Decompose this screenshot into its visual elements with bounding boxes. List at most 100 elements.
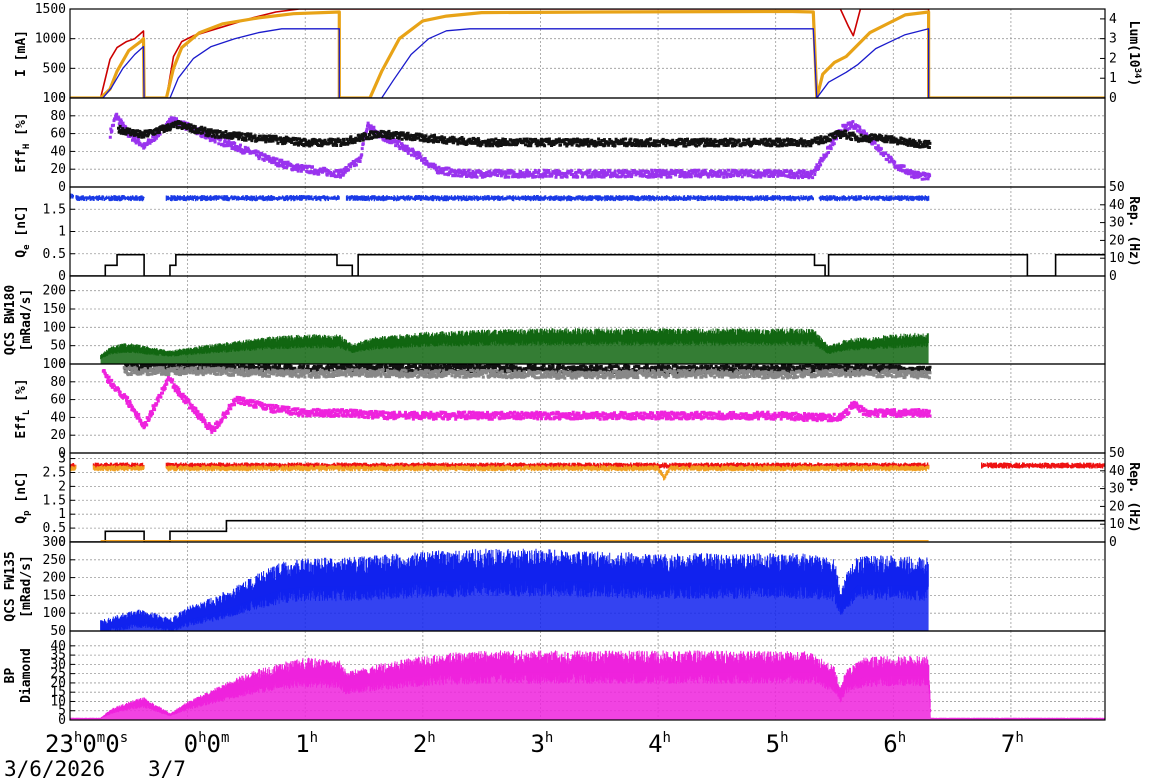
y-tick-label: 100 [43,357,66,372]
y-axis-label-main: QCS BW180 [3,285,18,356]
y-tick-label: 40 [50,639,66,654]
panel-qcs-bw180: 0 50 100 150 200 QCS BW180 [mRad/s] [3,275,1106,372]
x-axis: 23h0m0s 0h0m 1h 2h 3h 4h 5h 6h 7h3/6/2026 3/7 [4,730,1024,781]
y-tick-label: 1000 [35,32,66,47]
y-tick-label: 1.5 [43,202,66,217]
panel-frame [69,630,1106,721]
series-diamond-fill [70,672,1105,720]
y-tick-label: 500 [43,61,66,76]
series-group-charge-p [70,462,1105,542]
panel-charge-e: 0 0.5 1 1.5 0 10 20 30 40 50 Qe [nC] Rep. (Hz) [14,180,1141,284]
y2-axis-label: Rep. (Hz) [1126,196,1141,266]
y2-tick-label: 40 [1109,198,1125,213]
y2-tick-label: 10 [1109,251,1125,266]
panel-eff-l: 0 20 40 60 80 100 EffL [%] [14,357,1106,461]
y-tick-label: 150 [43,588,66,603]
y-tick-label: 1 [58,225,66,240]
series-rep [70,253,1105,276]
y-tick-label: 20 [50,428,66,443]
y-tick-label: 200 [43,571,66,586]
y2-tick-label: 20 [1109,499,1125,514]
x-tick-hour-unit: h [427,730,435,746]
x-tick-hour-unit: h [1015,730,1023,746]
x-date-label-start: 3/6/2026 [4,757,105,781]
x-tick-hour: 7 [1001,730,1015,758]
x-tick-hour: 3 [530,730,544,758]
y-tick-label: 20 [50,676,66,691]
panel-eff-h: 0 20 40 60 80 100 EffH [%] [14,91,1106,195]
x-tick-hour-unit: h [74,730,82,746]
y-tick-label: 0 [58,91,66,106]
y-tick-label: 3 [58,452,66,467]
y-axis-label-line2: [mRad/s] [19,555,34,618]
x-tick-second: 0 [105,730,119,758]
series-her [70,9,1105,98]
series-eff_h_total [117,120,932,149]
series-diamond [70,650,1105,719]
y-tick-label: 0.5 [43,521,66,536]
x-tick-hour-unit: h [898,730,906,746]
y-axis-label-main: Eff [14,415,29,438]
y-tick-label: 250 [43,553,66,568]
series-eff_h [108,112,932,181]
series-ler [70,9,1105,98]
y-axis-label: I [mA] [14,30,29,77]
y-axis-label: EffL [%] [14,378,32,438]
y2-tick-label: 40 [1109,464,1125,479]
series-qcs_bw [100,328,929,360]
y-tick-label: 60 [50,393,66,408]
y-tick-label: 50 [50,624,66,639]
y2-axis-label-main: Rep. (Hz) [1126,196,1141,266]
series-rep_p [70,519,1105,542]
y-axis-label: BP [3,668,18,684]
y-tick-label: 0.5 [43,247,66,262]
x-tick-hour-unit: h [780,730,788,746]
y-tick-label: 0 [58,446,66,461]
y2-tick-label: 50 [1109,446,1125,461]
y-axis-label-unit: [nC] [14,471,29,510]
x-tick-hour: 4 [648,730,662,758]
y-axis-label-main: QCS FW135 [3,551,18,621]
x-tick-minute-unit: m [97,730,105,746]
series-group-qcs-bw180 [100,328,929,364]
series-qcs_fw-fill [100,580,929,631]
y2-tick-label: 30 [1109,216,1125,231]
y-tick-label: 5 [58,704,66,719]
x-tick-label: 4h [648,730,671,758]
y-tick-label: 50 [50,339,66,354]
y-axis-label-unit: [%] [14,378,29,409]
y-axis-label-main: Eff [14,149,29,172]
y-tick-label: 0 [58,269,66,284]
y-tick-label: 0 [58,535,66,550]
x-tick-label: 0h0m [184,730,230,758]
x-tick-hour: 6 [883,730,897,758]
y-axis-label: Qe [nC] [14,205,32,257]
x-tick-hour-unit: h [310,730,318,746]
y-axis-label-main: BP [3,668,18,684]
y2-tick-label: 50 [1109,180,1125,195]
y-tick-label: 35 [50,648,66,663]
y2-axis-label: Lum(1034) [1126,21,1142,87]
y-tick-label: 80 [50,109,66,124]
y2-axis-label-sup: 34 [1132,68,1142,79]
y2-axis-label-main: Rep. (Hz) [1126,462,1141,532]
y-tick-label: 40 [50,410,66,425]
y-tick-label: 40 [50,144,66,159]
y-axis-label: QCS FW135 [3,551,18,621]
y-axis-label-line2: [mRad/s] [19,289,34,352]
y2-axis-label-main: Lum(10 [1126,21,1141,68]
y-tick-label: 200 [43,284,66,299]
y-tick-label: 15 [50,685,66,700]
y-tick-label: 300 [43,535,66,550]
x-tick-minute: 0 [207,730,221,758]
series-qcs_bw-fill [100,339,929,364]
series-eff_l [101,369,932,434]
y-axis-label-unit: [%] [14,112,29,143]
y-tick-label: 10 [50,694,66,709]
y-tick-label: 150 [43,302,66,317]
y-tick-label: 60 [50,127,66,142]
y-tick-label: 2 [58,479,66,494]
y2-axis-label-end: ) [1126,78,1141,86]
